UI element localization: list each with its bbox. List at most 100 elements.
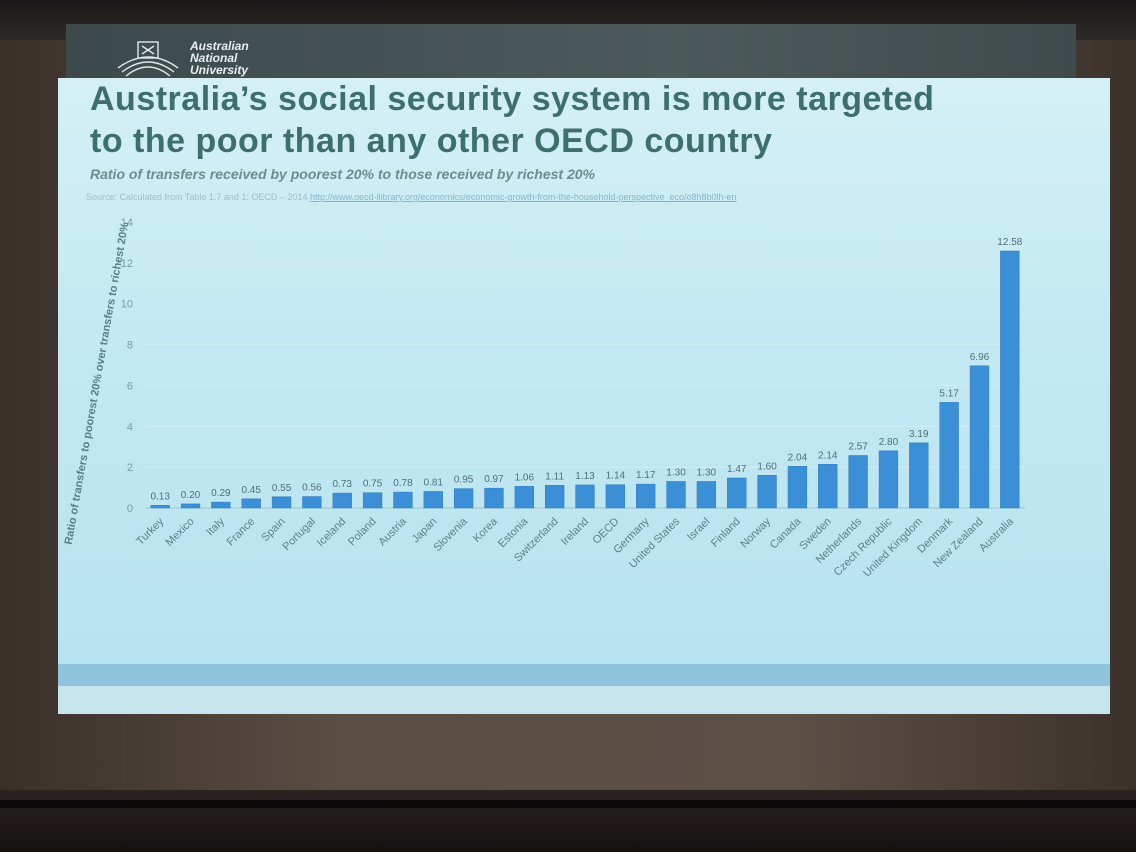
x-tick-label: Italy xyxy=(204,515,227,538)
bar xyxy=(180,503,201,509)
bar xyxy=(211,501,231,509)
bar xyxy=(544,485,565,509)
x-tick-label: Austria xyxy=(376,515,409,548)
slide-footer-band xyxy=(58,664,1110,686)
bar xyxy=(271,496,292,509)
bar xyxy=(393,491,413,509)
slide-title: Australia’s social security system is mo… xyxy=(90,78,1080,162)
data-label: 1.60 xyxy=(757,461,777,472)
bar xyxy=(939,402,959,509)
bar xyxy=(969,365,990,509)
data-label: 0.13 xyxy=(150,491,170,502)
bar xyxy=(150,505,170,509)
x-tick-label: Norway xyxy=(738,515,773,550)
bar xyxy=(636,483,656,509)
data-label: 2.57 xyxy=(848,441,868,452)
bar xyxy=(241,498,261,509)
bar xyxy=(1000,250,1020,509)
x-tick-label: Iceland xyxy=(315,516,349,550)
bar xyxy=(453,488,474,509)
slide-footer xyxy=(58,686,1110,714)
data-label: 1.11 xyxy=(545,471,564,482)
y-axis-ticks: 0 2 4 6 8 10 12 14 xyxy=(121,217,133,515)
bar xyxy=(848,455,868,509)
y-tick-label: 8 xyxy=(127,340,133,352)
x-tick-label: Finland xyxy=(709,516,743,550)
bars xyxy=(150,250,1020,509)
source-note: Source: Calculated from Table 1.7 and 1:… xyxy=(86,192,926,203)
bar xyxy=(757,475,777,509)
bar xyxy=(332,492,352,509)
data-label: 2.04 xyxy=(788,452,808,463)
logo-line-1: Australian xyxy=(190,39,249,53)
bar xyxy=(514,486,534,509)
data-label: 0.97 xyxy=(484,474,504,485)
data-label: 1.13 xyxy=(575,471,595,482)
data-label: 0.78 xyxy=(393,478,413,489)
logo-line-2: National xyxy=(190,51,238,65)
slide-title-line-2: to the poor than any other OECD country xyxy=(90,122,773,160)
bar xyxy=(696,481,717,509)
bar xyxy=(818,464,838,509)
data-label: 0.73 xyxy=(333,479,353,490)
y-tick-label: 0 xyxy=(127,503,133,515)
bar xyxy=(909,442,929,509)
x-tick-label: France xyxy=(225,516,258,549)
x-tick-label: Mexico xyxy=(164,516,197,549)
data-label: 2.80 xyxy=(879,437,899,448)
x-tick-label: Turkey xyxy=(134,515,166,547)
x-tick-label: Portugal xyxy=(281,516,318,553)
x-tick-label: Australia xyxy=(977,515,1016,554)
data-label: 12.58 xyxy=(997,237,1022,248)
data-label: 1.06 xyxy=(515,472,535,483)
data-label: 2.14 xyxy=(818,450,838,461)
y-tick-label: 12 xyxy=(121,258,133,270)
screen-edge xyxy=(0,800,1136,808)
data-label: 0.45 xyxy=(241,485,261,496)
data-label: 1.30 xyxy=(697,467,717,478)
data-label: 0.29 xyxy=(211,488,231,499)
bar xyxy=(484,487,504,509)
slide-title-line-1: Australia’s social security system is mo… xyxy=(90,80,935,118)
data-label: 0.55 xyxy=(272,483,292,494)
university-crest-icon xyxy=(117,41,179,77)
x-tick-label: Spain xyxy=(259,516,287,544)
data-label: 1.47 xyxy=(727,464,747,475)
x-tick-label: Poland xyxy=(346,516,379,549)
bar xyxy=(666,481,686,509)
data-label: 0.81 xyxy=(424,477,444,488)
source-text: Source: Calculated from Table 1.7 and 1:… xyxy=(86,192,308,202)
bar xyxy=(727,477,747,509)
x-tick-label: Israel xyxy=(685,516,713,544)
logo-line-3: University xyxy=(190,63,249,77)
gridlines xyxy=(145,221,1025,509)
bar xyxy=(787,466,808,509)
data-label: 3.19 xyxy=(909,429,929,440)
y-axis-label: Ratio of transfers to poorest 20% over t… xyxy=(63,221,132,545)
data-label: 1.17 xyxy=(636,470,656,481)
bar xyxy=(302,496,322,509)
data-label: 0.75 xyxy=(363,479,383,490)
data-label: 0.56 xyxy=(302,483,322,494)
bar xyxy=(605,484,626,509)
data-label: 6.96 xyxy=(970,352,990,363)
data-label: 0.20 xyxy=(181,490,201,501)
y-tick-label: 4 xyxy=(127,421,133,433)
slide-body xyxy=(58,78,1110,714)
source-link[interactable]: http://www.oecd-ilibrary.org/economics/e… xyxy=(309,192,737,202)
data-label: 1.14 xyxy=(606,471,626,482)
x-tick-label: Ireland xyxy=(559,516,591,548)
y-tick-label: 14 xyxy=(121,217,133,229)
data-label: 5.17 xyxy=(939,388,959,399)
bar xyxy=(423,491,443,509)
chart-title: Ratio of transfers received by poorest 2… xyxy=(90,166,595,182)
x-tick-label: Slovenia xyxy=(431,515,470,554)
data-labels: 0.13 0.20 0.29 0.45 0.55 0.56 0.73 0.75 0.78 0.81… xyxy=(150,237,1022,502)
y-tick-label: 2 xyxy=(127,462,133,474)
data-label: 0.95 xyxy=(454,475,474,486)
y-tick-label: 10 xyxy=(121,299,133,311)
university-logo-text: Australian National University xyxy=(190,40,249,76)
bar xyxy=(362,492,383,509)
